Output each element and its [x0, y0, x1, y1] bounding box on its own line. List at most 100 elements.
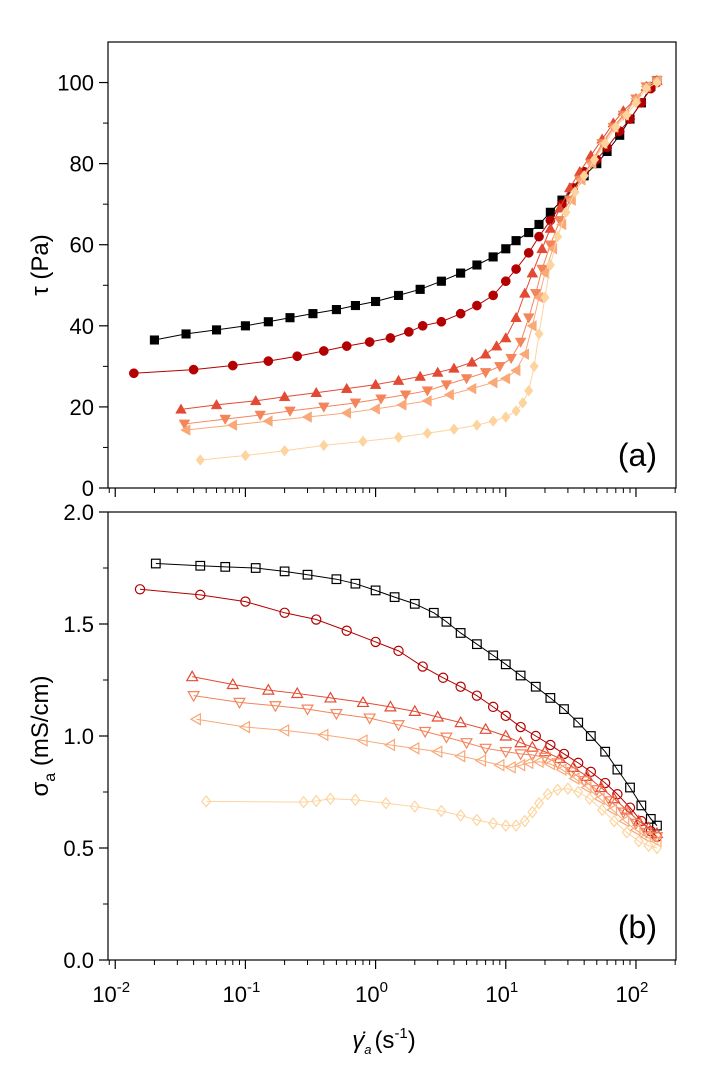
x-tick-base: 10	[222, 982, 246, 1007]
marker	[408, 704, 422, 716]
marker	[511, 405, 521, 417]
y-tick-label: 60	[70, 233, 94, 258]
marker	[325, 792, 336, 806]
marker	[393, 645, 404, 657]
marker	[499, 332, 512, 343]
marker	[621, 825, 632, 839]
marker	[472, 419, 482, 431]
series-line	[193, 695, 658, 838]
marker	[226, 677, 240, 690]
marker	[543, 757, 555, 771]
panel-label: (b)	[618, 909, 657, 945]
x-tick-label: 100	[355, 979, 388, 1007]
marker	[609, 814, 620, 828]
marker	[479, 368, 492, 379]
marker	[311, 614, 322, 625]
marker	[514, 749, 528, 761]
marker	[331, 305, 341, 315]
marker	[417, 661, 428, 672]
marker	[431, 745, 443, 759]
marker	[324, 691, 337, 703]
x-tick-exponent: 1	[510, 979, 518, 996]
marker	[418, 726, 432, 739]
marker	[134, 584, 146, 595]
marker	[534, 231, 544, 242]
marker	[448, 362, 460, 373]
marker	[392, 374, 405, 385]
marker	[302, 569, 313, 580]
marker	[536, 264, 548, 275]
marker	[511, 236, 521, 246]
marker	[500, 276, 511, 287]
marker	[456, 268, 466, 278]
marker	[555, 763, 567, 777]
marker	[573, 785, 584, 799]
marker	[552, 230, 563, 243]
marker	[518, 397, 528, 409]
marker	[350, 793, 361, 807]
marker	[414, 370, 426, 381]
marker	[542, 787, 553, 801]
x-label-unit: (s	[374, 1027, 394, 1054]
marker	[210, 399, 223, 410]
marker	[436, 804, 447, 818]
marker	[188, 364, 199, 375]
x-label-exponent: -1	[394, 1025, 407, 1042]
marker	[566, 760, 580, 772]
marker	[466, 382, 477, 395]
marker	[350, 578, 361, 589]
marker	[301, 704, 314, 716]
y-axis-label: σa (mS/cm)	[27, 675, 59, 796]
marker	[317, 728, 329, 742]
marker	[603, 796, 617, 808]
marker	[226, 419, 238, 431]
marker	[529, 289, 542, 300]
marker	[384, 700, 397, 712]
marker	[524, 228, 534, 238]
marker	[499, 729, 513, 741]
marker	[311, 794, 322, 808]
marker	[472, 300, 482, 311]
marker	[460, 374, 473, 385]
marker	[526, 320, 537, 332]
marker	[511, 819, 522, 832]
marker	[570, 186, 580, 198]
marker	[189, 712, 201, 726]
marker	[195, 454, 205, 466]
y-label-symbol: σ	[27, 782, 54, 797]
marker	[436, 316, 447, 327]
marker	[285, 313, 295, 323]
marker	[455, 308, 466, 319]
marker	[561, 206, 571, 219]
marker	[526, 267, 539, 278]
marker	[639, 827, 653, 839]
marker	[356, 695, 370, 708]
marker	[422, 427, 433, 440]
marker	[455, 628, 466, 638]
y-tick-label: 0.0	[63, 948, 94, 973]
marker	[466, 356, 478, 367]
series-line	[155, 563, 658, 826]
marker	[371, 296, 381, 307]
marker	[211, 325, 222, 335]
marker	[540, 291, 550, 304]
marker	[185, 670, 199, 682]
marker	[546, 242, 558, 255]
marker	[454, 749, 466, 763]
series-line	[192, 676, 658, 834]
marker	[641, 82, 651, 95]
marker	[471, 690, 483, 701]
marker	[530, 730, 541, 742]
marker	[421, 395, 432, 407]
marker	[612, 764, 623, 775]
marker	[559, 704, 569, 715]
marker	[573, 717, 584, 728]
marker	[545, 259, 555, 271]
marker	[341, 341, 352, 351]
marker	[519, 814, 530, 828]
marker	[590, 785, 604, 797]
x-tick-label: 102	[616, 979, 649, 1007]
marker	[201, 795, 212, 808]
series-line	[180, 80, 658, 410]
marker	[622, 109, 632, 121]
